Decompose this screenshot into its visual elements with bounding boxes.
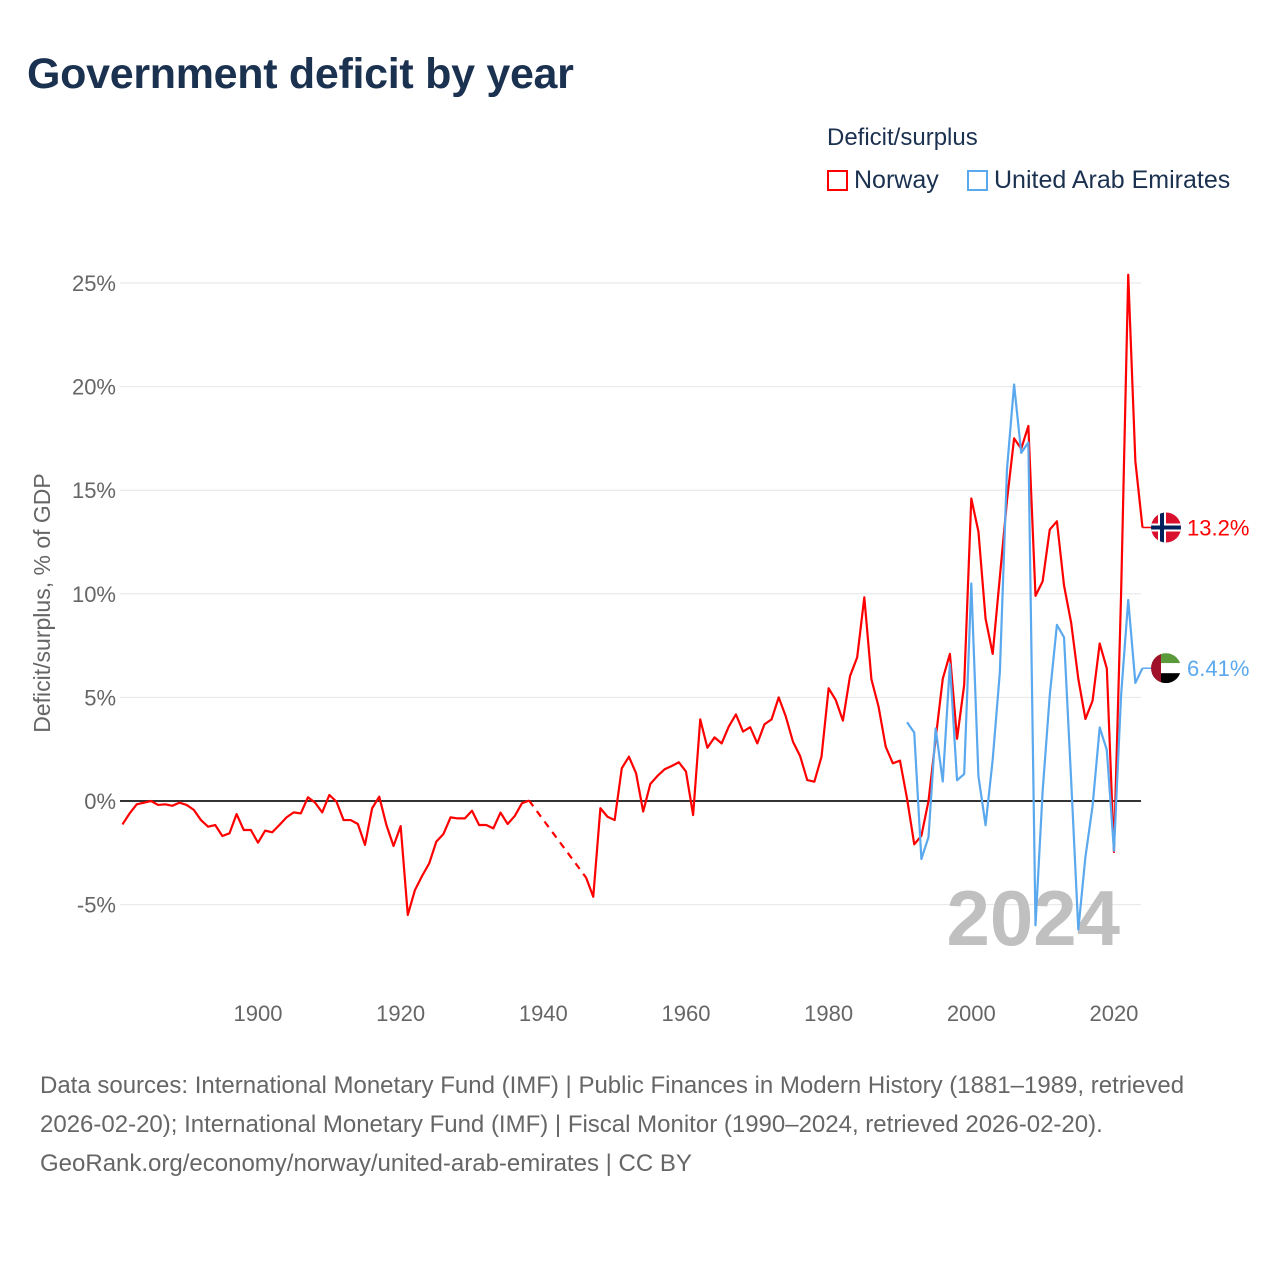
flag-stripe [1151,653,1181,664]
y-tick-label: 15% [72,478,116,503]
x-tick-label: 2020 [1089,1001,1138,1026]
x-tick-label: 1900 [234,1001,283,1026]
x-tick-label: 2000 [947,1001,996,1026]
current-year-watermark: 2024 [946,874,1120,962]
norway-flag-icon [1151,512,1181,543]
legend-swatch-uae [967,170,988,191]
legend-swatch-norway [827,170,848,191]
uae-flag-icon [1151,653,1181,684]
footer: Data sources: International Monetary Fun… [40,1066,1240,1183]
y-tick-label: 25% [72,271,116,296]
legend-item-uae[interactable]: United Arab Emirates [967,166,1230,195]
y-axis-label: Deficit/surplus, % of GDP [29,473,55,732]
x-tick-label: 1940 [519,1001,568,1026]
series-line-norway [585,273,1144,898]
legend-label: United Arab Emirates [994,166,1231,194]
legend-title: Deficit/surplus [827,124,978,151]
flag-cross [1160,512,1164,543]
data-sources: Data sources: International Monetary Fun… [40,1072,1185,1138]
flag-stripe [1151,673,1181,684]
legend-item-norway[interactable]: Norway [827,166,939,195]
x-tick-label: 1980 [804,1001,853,1026]
x-tick-label: 1960 [662,1001,711,1026]
series-line-norway [121,793,530,917]
series-gap-dashed [528,799,588,879]
legend-label: Norway [854,166,939,194]
y-tick-label: 10% [72,582,116,607]
y-tick-label: 0% [84,789,116,814]
chart-title: Government deficit by year [27,50,574,98]
y-tick-label: 20% [72,375,116,400]
x-tick-label: 1920 [376,1001,425,1026]
series-line-uae [906,383,1144,931]
y-tick-label: -5% [77,893,116,918]
credit-link[interactable]: GeoRank.org/economy/norway/united-arab-e… [40,1150,692,1177]
flag-cross [1151,525,1181,530]
end-value-label: 6.41% [1187,656,1249,681]
end-value-label: 13.2% [1187,515,1249,540]
flag-stripe [1151,653,1161,684]
y-tick-label: 5% [84,685,116,710]
flag-stripe [1151,663,1181,674]
